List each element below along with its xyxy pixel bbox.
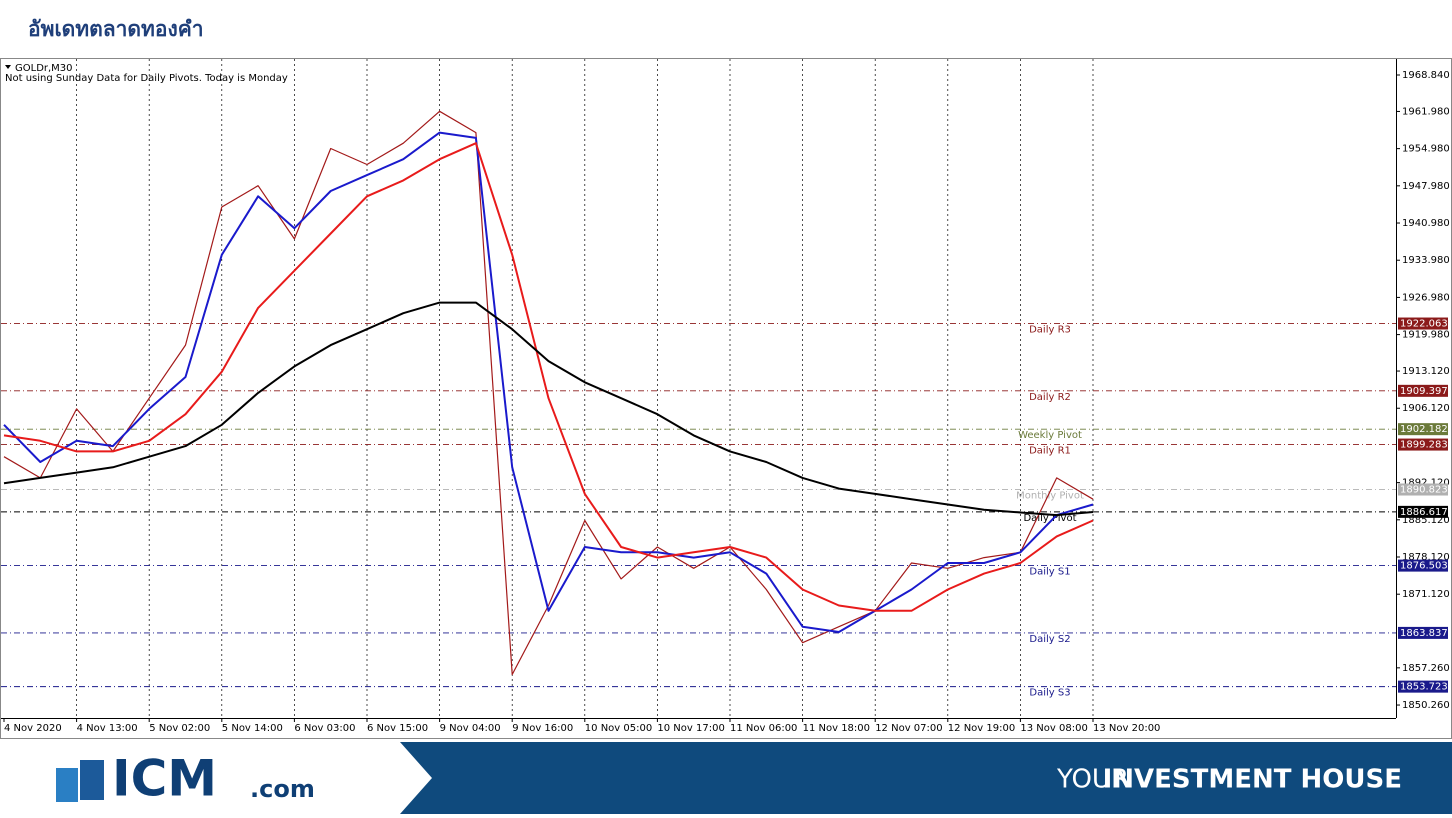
y-tick-label: 1913.120 [1402, 366, 1450, 377]
x-tick-label: 12 Nov 19:00 [948, 723, 1015, 734]
y-tick-label: 1850.260 [1402, 700, 1450, 711]
pivot-label: Daily Pivot [1023, 513, 1076, 524]
pivot-value: 1886.617 [1400, 507, 1448, 518]
pivot-value: 1922.063 [1400, 319, 1448, 330]
y-tick-label: 1926.980 [1402, 292, 1450, 303]
series-line [3, 301, 1094, 517]
x-tick-label: 10 Nov 05:00 [585, 723, 652, 734]
pivot-value: 1863.837 [1400, 628, 1448, 639]
x-tick-label: 5 Nov 14:00 [222, 723, 283, 734]
footer-left [0, 742, 432, 814]
pivot-value-box [1398, 505, 1448, 518]
chart-subtitle: Not using Sunday Data for Daily Pivots. … [5, 73, 288, 84]
y-tick-label: 1871.120 [1402, 589, 1450, 600]
y-tick-label: 1857.260 [1402, 663, 1450, 674]
y-tick-label: 1885.120 [1402, 515, 1450, 526]
tagline-light: YOUR [1056, 765, 1129, 795]
pivot-value-box [1398, 384, 1448, 397]
series-line [3, 131, 1094, 633]
x-tick-label: 5 Nov 02:00 [149, 723, 210, 734]
series-line [3, 110, 1094, 676]
footer-band [400, 742, 1452, 814]
series-line [3, 142, 1094, 612]
x-tick-label: 11 Nov 06:00 [730, 723, 797, 734]
pivot-label: Daily S2 [1029, 634, 1070, 645]
pivot-value: 1902.182 [1400, 424, 1448, 435]
logo-block [56, 768, 78, 802]
y-tick-label: 1954.980 [1402, 144, 1450, 155]
x-tick-label: 9 Nov 04:00 [440, 723, 501, 734]
x-tick-label: 10 Nov 17:00 [657, 723, 724, 734]
y-tick-label: 1968.840 [1402, 70, 1450, 81]
pivot-label: Daily S1 [1029, 567, 1070, 578]
pivot-value: 1909.397 [1400, 386, 1448, 397]
pivot-value-box [1398, 559, 1448, 572]
logo-block [80, 760, 104, 800]
pivot-value-box [1398, 438, 1448, 451]
x-tick-label: 13 Nov 08:00 [1020, 723, 1087, 734]
pivot-value: 1899.283 [1400, 440, 1448, 451]
pivot-label: Monthly Pivot [1016, 491, 1084, 502]
pivot-label: Weekly Pivot [1018, 430, 1082, 441]
pivot-label: Daily S3 [1029, 688, 1070, 699]
y-tick-label: 1933.980 [1402, 255, 1450, 266]
x-tick-label: 12 Nov 07:00 [875, 723, 942, 734]
y-tick-label: 1961.980 [1402, 106, 1450, 117]
pivot-value-box [1398, 483, 1448, 496]
pivot-value-box [1398, 626, 1448, 639]
pivot-value-box [1398, 680, 1448, 693]
logo-suffix: .com [250, 775, 315, 803]
logo-text: ICM [112, 750, 217, 808]
x-tick-label: 6 Nov 15:00 [367, 723, 428, 734]
pivot-value-box [1398, 317, 1448, 330]
y-tick-label: 1878.120 [1402, 552, 1450, 563]
x-tick-label: 9 Nov 16:00 [512, 723, 573, 734]
pivot-value: 1853.723 [1400, 682, 1448, 693]
x-tick-label: 6 Nov 03:00 [294, 723, 355, 734]
chart-title: GOLDr,M30 [15, 63, 73, 74]
pivot-label: Daily R1 [1029, 446, 1071, 457]
y-tick-label: 1940.980 [1402, 218, 1450, 229]
header-title: อัพเดทตลาดทองคำ [28, 17, 204, 41]
tagline-bold: INVESTMENT HOUSE [1103, 765, 1402, 795]
menu-arrow [5, 65, 11, 69]
y-tick-label: 1919.980 [1402, 330, 1450, 341]
pivot-value: 1876.503 [1400, 561, 1448, 572]
x-tick-label: 13 Nov 20:00 [1093, 723, 1160, 734]
y-tick-label: 1906.120 [1402, 403, 1450, 414]
x-tick-label: 4 Nov 13:00 [77, 723, 138, 734]
pivot-label: Daily R3 [1029, 325, 1071, 336]
pivot-value-box [1398, 423, 1448, 436]
pivot-label: Daily R2 [1029, 392, 1071, 403]
y-tick-label: 1947.980 [1402, 181, 1450, 192]
chart-frame [0, 58, 1452, 739]
pivot-value: 1890.823 [1400, 485, 1448, 496]
y-tick-label: 1892.120 [1402, 478, 1450, 489]
x-tick-label: 4 Nov 2020 [4, 723, 62, 734]
plot: 4 Nov 2020 4 Nov 13:00 5 Nov 02:00 5 Nov 14… [1, 59, 1450, 734]
x-tick-label: 11 Nov 18:00 [803, 723, 870, 734]
